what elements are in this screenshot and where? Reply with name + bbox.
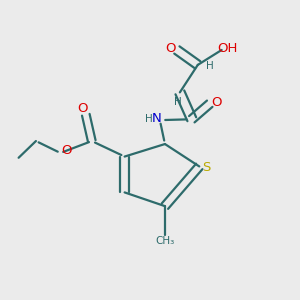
Text: OH: OH [218,42,238,55]
Text: N: N [152,112,161,125]
Text: O: O [61,144,72,157]
Text: O: O [211,96,221,109]
Text: O: O [166,42,176,55]
Text: H: H [175,97,182,107]
Text: H: H [145,114,153,124]
Text: CH₃: CH₃ [155,236,175,246]
Text: S: S [202,160,210,173]
Text: O: O [78,102,88,115]
Text: H: H [206,61,214,71]
